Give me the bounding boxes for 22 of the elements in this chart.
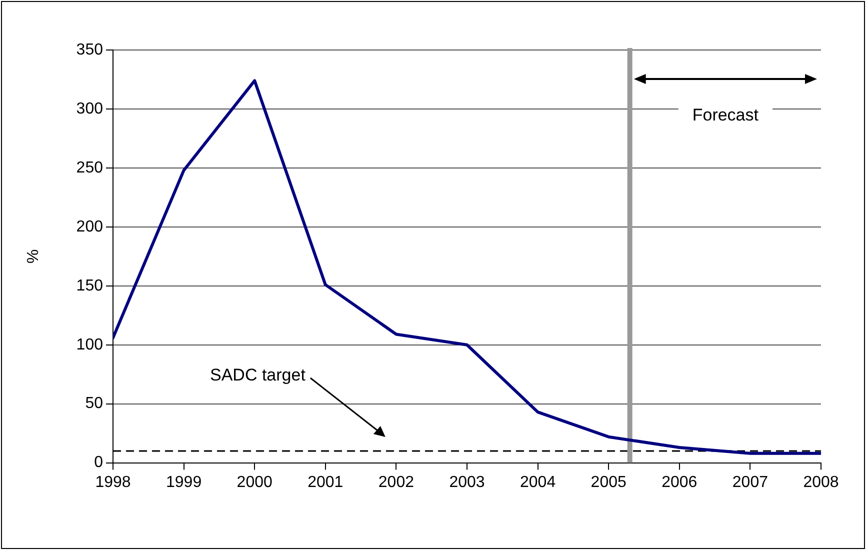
x-tick-label: 2004 <box>520 474 556 491</box>
y-tick-label: 0 <box>94 454 104 472</box>
x-tick-label: 2006 <box>662 474 698 491</box>
y-tick-label: 100 <box>76 336 104 354</box>
x-tick-label: 2007 <box>732 474 768 491</box>
y-tick-label: 350 <box>76 41 104 58</box>
x-tick-label: 1998 <box>95 474 131 491</box>
y-tick-label: 50 <box>85 395 104 412</box>
x-tick-label: 2001 <box>308 474 344 491</box>
x-tick-label: 2003 <box>449 474 485 491</box>
x-tick-label: 2002 <box>378 474 414 491</box>
x-tick-label: 2008 <box>803 474 839 491</box>
y-tick-label: 150 <box>76 277 104 294</box>
y-tick-label: 200 <box>76 218 104 236</box>
x-tick-label: 2000 <box>236 474 272 491</box>
annotation: Forecast <box>692 106 759 125</box>
y-axis-title: % <box>25 249 42 264</box>
y-tick-label: 250 <box>76 159 104 176</box>
x-tick-label: 1999 <box>166 474 202 491</box>
y-tick-label: 300 <box>76 100 104 118</box>
ref-line-label: SADC target <box>210 366 306 385</box>
x-tick-label: 2005 <box>590 474 626 491</box>
